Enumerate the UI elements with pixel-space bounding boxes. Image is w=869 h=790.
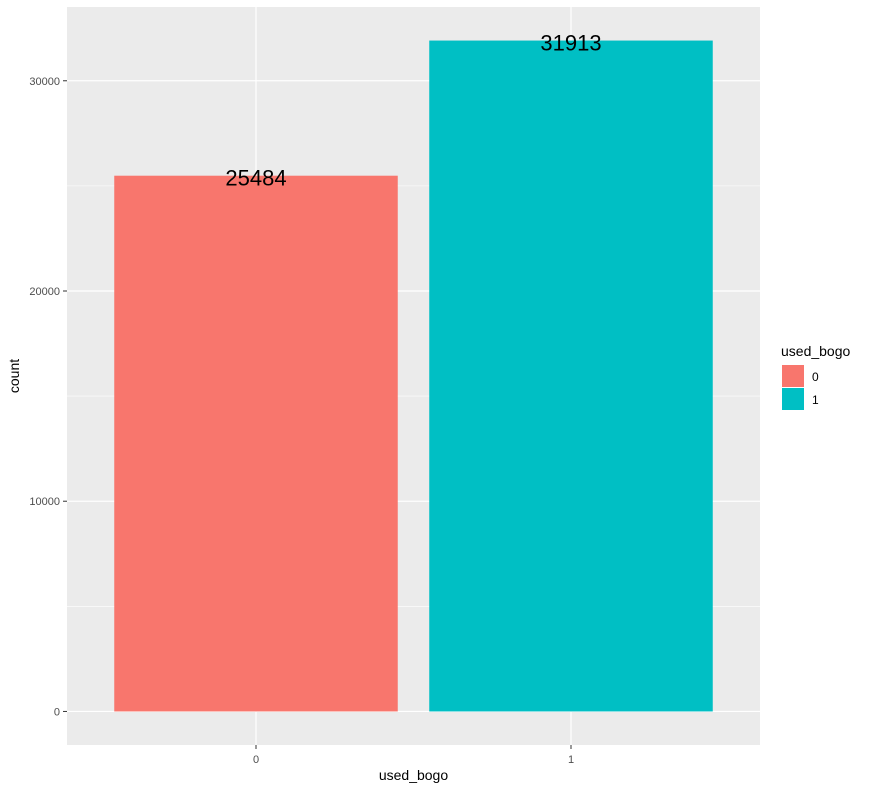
y-axis-title: count — [6, 359, 22, 393]
y-tick-label: 0 — [54, 706, 60, 718]
x-tick-label: 1 — [568, 754, 574, 766]
y-tick-label: 30000 — [29, 76, 60, 88]
y-tick-label: 20000 — [29, 286, 60, 298]
x-axis-title: used_bogo — [379, 767, 449, 783]
bar — [429, 40, 713, 712]
y-axis: 0 10000 20000 30000 — [29, 76, 67, 718]
bars — [114, 40, 713, 712]
legend-label: 0 — [812, 370, 819, 384]
legend-key — [782, 365, 804, 387]
legend: used_bogo 01 — [781, 343, 851, 410]
x-tick-label: 0 — [253, 754, 259, 766]
y-tick-label: 10000 — [29, 496, 60, 508]
legend-title: used_bogo — [781, 343, 851, 359]
bar — [114, 175, 398, 712]
legend-key — [782, 388, 804, 410]
bar-data-label: 25484 — [225, 166, 286, 191]
bar-data-label: 31913 — [540, 31, 601, 56]
legend-label: 1 — [812, 393, 819, 407]
legend-items: 01 — [782, 365, 819, 410]
bar-data-labels: 25484 31913 — [225, 31, 601, 191]
